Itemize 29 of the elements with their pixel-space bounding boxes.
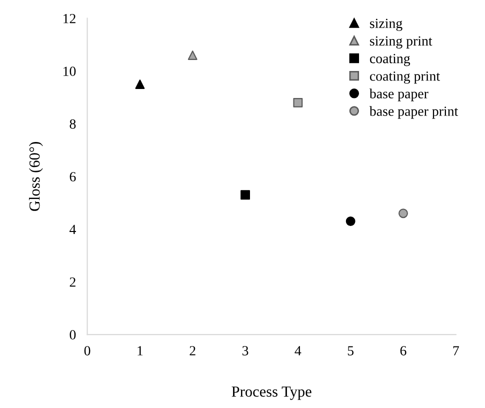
y-tick-label: 8 xyxy=(70,119,76,129)
point xyxy=(240,190,250,200)
y-axis-title: Gloss (60°) xyxy=(29,142,43,211)
x-tick-label: 6 xyxy=(400,346,406,356)
legend-label: sizing xyxy=(370,18,402,31)
x-tick-label: 3 xyxy=(242,346,248,356)
legend-label: base paper xyxy=(369,88,428,102)
legend-label: coating print xyxy=(370,71,440,84)
point xyxy=(135,80,145,89)
y-tick-label: 12 xyxy=(64,14,76,24)
point xyxy=(188,50,198,60)
legend-label: sizing print xyxy=(370,36,432,49)
x-tick-label: 4 xyxy=(294,346,302,356)
x-tick-label: 2 xyxy=(190,346,196,356)
y-tick-label: 4 xyxy=(70,224,76,234)
point xyxy=(293,98,303,108)
y-tick-label: 10 xyxy=(64,66,76,76)
legend-label: base paper print xyxy=(369,106,458,119)
x-tick-label: 5 xyxy=(348,346,354,356)
legend-label: coating xyxy=(370,54,410,66)
y-tick-label: 0 xyxy=(70,330,76,340)
x-tick-label: 7 xyxy=(453,346,459,356)
y-tick-label: 2 xyxy=(70,277,76,287)
y-tick-label: 6 xyxy=(70,172,76,182)
x-tick-label: 1 xyxy=(138,346,143,356)
point xyxy=(398,208,408,218)
point xyxy=(346,216,356,226)
x-axis-title: Process Type xyxy=(232,386,312,400)
x-tick-label: 0 xyxy=(84,346,90,356)
